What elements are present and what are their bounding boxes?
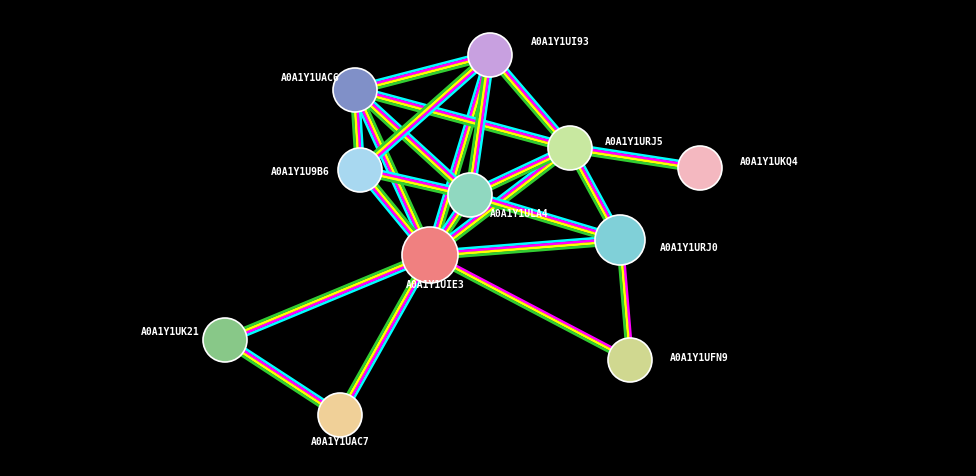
Circle shape — [548, 126, 592, 170]
Circle shape — [338, 148, 382, 192]
Circle shape — [595, 215, 645, 265]
Circle shape — [333, 68, 377, 112]
Text: A0A1Y1UIE3: A0A1Y1UIE3 — [406, 280, 465, 290]
Circle shape — [448, 173, 492, 217]
Text: A0A1Y1UKQ4: A0A1Y1UKQ4 — [740, 157, 798, 167]
Text: A0A1Y1URJ0: A0A1Y1URJ0 — [660, 243, 718, 253]
Text: A0A1Y1UK21: A0A1Y1UK21 — [142, 327, 200, 337]
Circle shape — [402, 227, 458, 283]
Circle shape — [468, 33, 512, 77]
Circle shape — [608, 338, 652, 382]
Circle shape — [678, 146, 722, 190]
Text: A0A1Y1UAC7: A0A1Y1UAC7 — [310, 437, 369, 447]
Text: A0A1Y1UI93: A0A1Y1UI93 — [531, 37, 590, 47]
Text: A0A1Y1UFN9: A0A1Y1UFN9 — [670, 353, 729, 363]
Text: A0A1Y1UAC6: A0A1Y1UAC6 — [281, 73, 340, 83]
Text: A0A1Y1U9B6: A0A1Y1U9B6 — [271, 167, 330, 177]
Circle shape — [318, 393, 362, 437]
Circle shape — [203, 318, 247, 362]
Text: A0A1Y1URJ5: A0A1Y1URJ5 — [605, 137, 664, 147]
Text: A0A1Y1ULA4: A0A1Y1ULA4 — [490, 209, 549, 219]
